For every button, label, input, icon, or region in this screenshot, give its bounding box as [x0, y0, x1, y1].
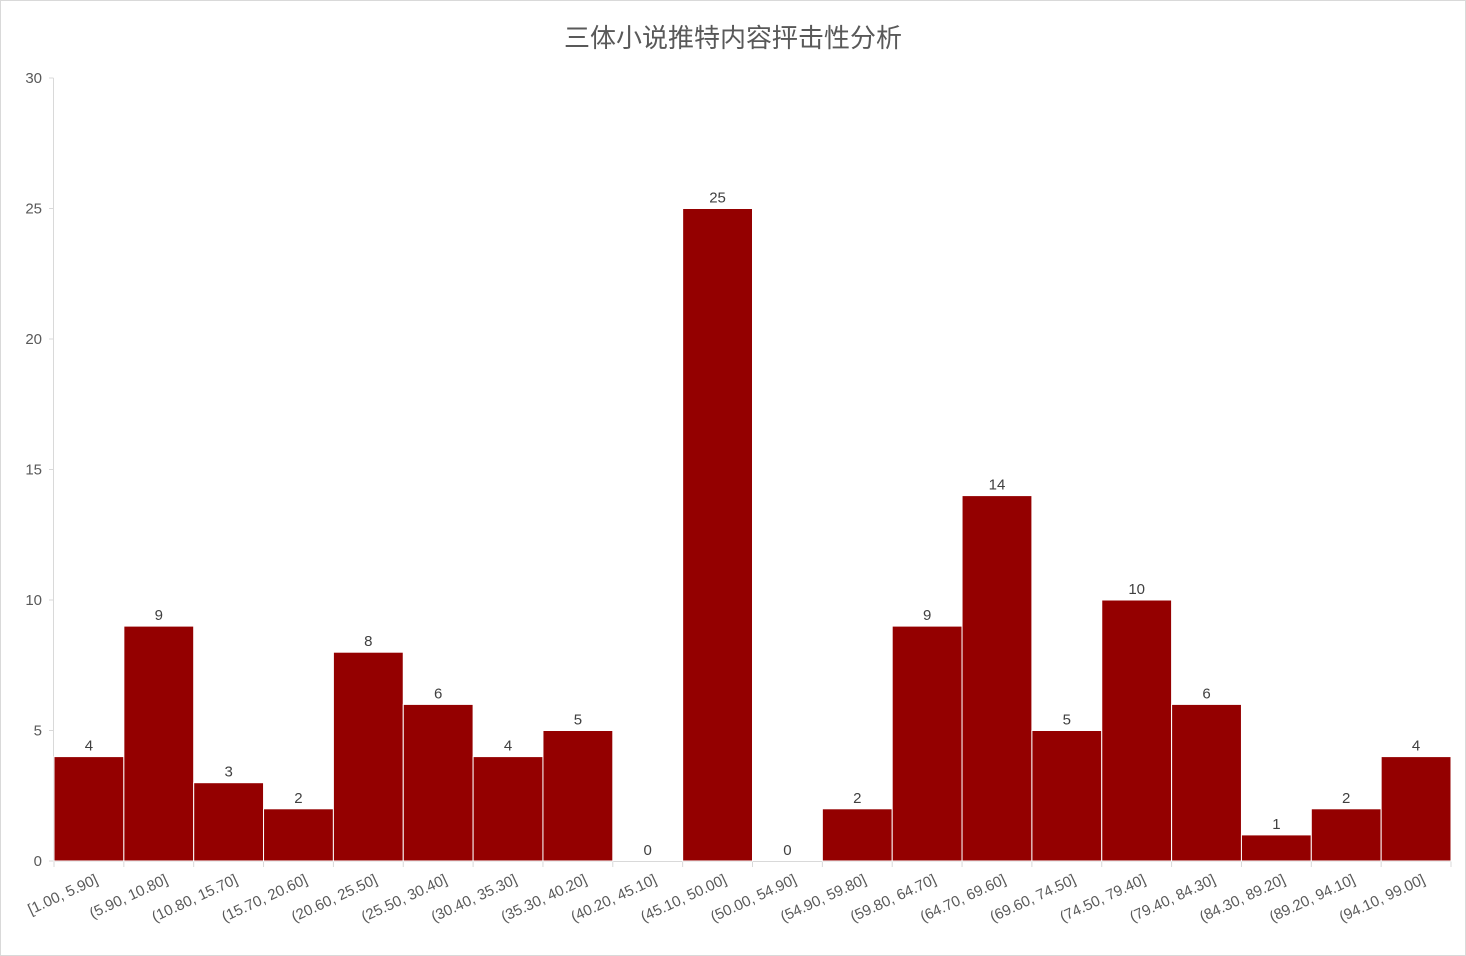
data-label: 3 [224, 764, 232, 781]
bar [123, 625, 195, 862]
y-tick-label: 25 [25, 201, 42, 218]
bar [1171, 703, 1242, 862]
data-label: 2 [294, 790, 302, 807]
y-tick-label: 30 [25, 70, 42, 87]
data-label: 0 [644, 842, 652, 859]
bars [53, 208, 1452, 862]
data-label: 10 [1128, 581, 1145, 598]
data-label: 4 [1412, 738, 1420, 755]
x-tick-labels: [1.00, 5.90](5.90, 10.80](10.80, 15.70](… [25, 871, 1427, 926]
data-label: 1 [1272, 816, 1280, 833]
data-label: 2 [1342, 790, 1350, 807]
bar [1310, 808, 1382, 862]
bar [332, 651, 404, 862]
bar [402, 703, 474, 862]
y-tick-label: 10 [25, 592, 42, 609]
bar [1240, 834, 1312, 862]
data-label: 5 [574, 712, 582, 729]
data-label: 9 [923, 607, 931, 624]
bar [682, 208, 754, 862]
bar [1101, 599, 1173, 862]
bar [263, 808, 334, 862]
data-label: 25 [709, 190, 726, 207]
y-tick-label: 0 [34, 853, 42, 870]
data-label: 14 [989, 477, 1006, 494]
data-label: 8 [364, 633, 372, 650]
bar [961, 495, 1033, 862]
data-label: 0 [783, 842, 791, 859]
data-label: 4 [85, 738, 93, 755]
data-label: 4 [504, 738, 512, 755]
y-tick-label: 15 [25, 462, 42, 479]
bar [1380, 756, 1452, 862]
bar [472, 756, 544, 862]
bar [542, 730, 614, 862]
bar [1031, 730, 1103, 862]
data-label: 5 [1063, 712, 1071, 729]
data-label: 6 [434, 685, 442, 702]
data-label: 6 [1202, 685, 1210, 702]
bar [821, 808, 893, 862]
y-tick-label: 20 [25, 331, 42, 348]
chart-title: 三体小说推特内容抨击性分析 [563, 24, 902, 54]
data-label: 2 [853, 790, 861, 807]
data-label: 9 [155, 607, 163, 624]
y-tick-labels: 0 5 10 15 20 25 30 [25, 70, 42, 870]
bar [193, 782, 265, 862]
bar [891, 625, 963, 862]
y-tick-label: 5 [34, 723, 42, 740]
bar [53, 756, 125, 862]
